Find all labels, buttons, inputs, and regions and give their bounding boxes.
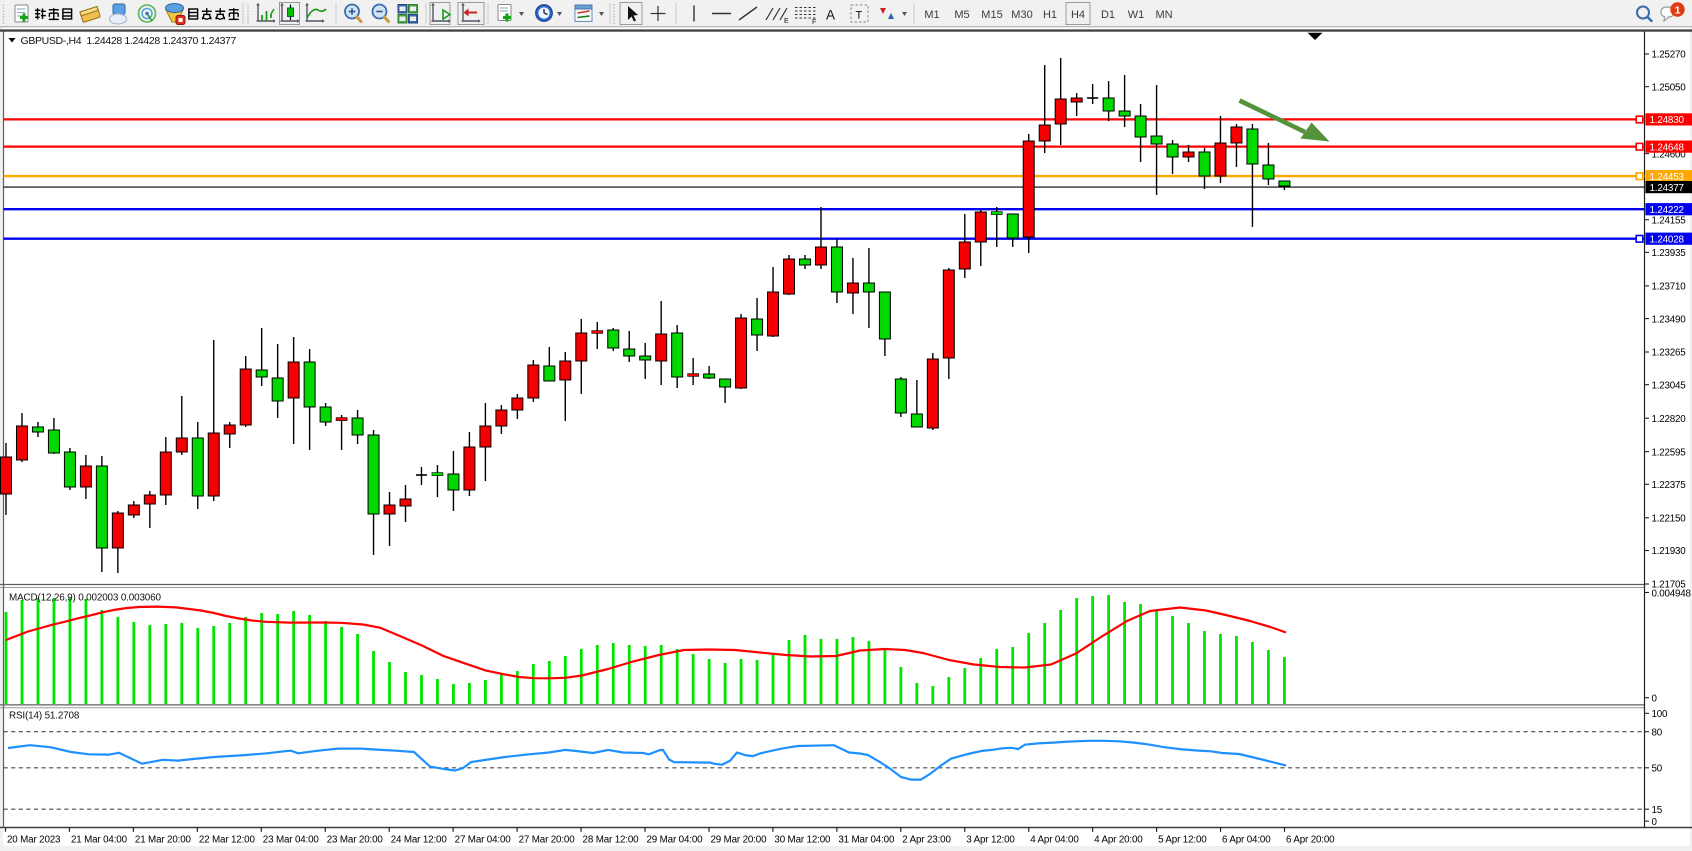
svg-text:100: 100	[1652, 709, 1668, 720]
svg-text:M1: M1	[924, 9, 939, 21]
svg-text:30 Mar 12:00: 30 Mar 12:00	[774, 835, 831, 846]
svg-text:23 Mar 20:00: 23 Mar 20:00	[327, 835, 384, 846]
svg-text:1.24453: 1.24453	[1650, 172, 1685, 183]
svg-text:2 Apr 23:00: 2 Apr 23:00	[902, 835, 951, 846]
svg-text:1.22820: 1.22820	[1652, 414, 1687, 425]
svg-text:E: E	[784, 18, 789, 25]
svg-text:T: T	[856, 10, 863, 22]
svg-text:28 Mar 12:00: 28 Mar 12:00	[583, 835, 640, 846]
svg-text:RSI(14) 51.2708: RSI(14) 51.2708	[9, 711, 80, 722]
svg-text:1.24648: 1.24648	[1650, 142, 1685, 153]
svg-text:1.23490: 1.23490	[1652, 314, 1687, 325]
svg-text:1.23265: 1.23265	[1652, 348, 1687, 359]
svg-text:W1: W1	[1128, 9, 1145, 21]
svg-text:23 Mar 04:00: 23 Mar 04:00	[263, 835, 320, 846]
svg-text:31 Mar 04:00: 31 Mar 04:00	[838, 835, 895, 846]
svg-text:MACD(12,26,9) 0.002003 0.00306: MACD(12,26,9) 0.002003 0.003060	[9, 593, 161, 604]
svg-text:29 Mar 20:00: 29 Mar 20:00	[710, 835, 767, 846]
svg-text:15: 15	[1652, 805, 1663, 816]
svg-text:6 Apr 20:00: 6 Apr 20:00	[1286, 835, 1335, 846]
svg-text:6 Apr 04:00: 6 Apr 04:00	[1222, 835, 1271, 846]
svg-text:1.24222: 1.24222	[1650, 205, 1684, 216]
svg-text:5 Apr 12:00: 5 Apr 12:00	[1158, 835, 1207, 846]
svg-text:D1: D1	[1101, 9, 1115, 21]
svg-text:4 Apr 20:00: 4 Apr 20:00	[1094, 835, 1143, 846]
svg-text:1.21705: 1.21705	[1652, 580, 1687, 591]
svg-text:H4: H4	[1071, 9, 1085, 21]
svg-text:22 Mar 12:00: 22 Mar 12:00	[199, 835, 256, 846]
svg-text:H1: H1	[1043, 9, 1057, 21]
svg-text:1.23710: 1.23710	[1652, 282, 1687, 293]
svg-text:M15: M15	[981, 9, 1002, 21]
svg-text:80: 80	[1652, 727, 1663, 738]
svg-text:1.22150: 1.22150	[1652, 514, 1687, 525]
svg-text:1.24377: 1.24377	[1650, 183, 1684, 194]
svg-text:27 Mar 04:00: 27 Mar 04:00	[455, 835, 512, 846]
svg-text:27 Mar 20:00: 27 Mar 20:00	[519, 835, 576, 846]
svg-text:1.23935: 1.23935	[1652, 248, 1687, 259]
svg-text:3 Apr 12:00: 3 Apr 12:00	[966, 835, 1015, 846]
svg-text:1.25270: 1.25270	[1652, 50, 1687, 61]
svg-text:1: 1	[1675, 4, 1681, 16]
svg-text:M5: M5	[954, 9, 969, 21]
svg-text:1.21930: 1.21930	[1652, 546, 1687, 557]
svg-text:1.25050: 1.25050	[1652, 82, 1687, 93]
svg-text:50: 50	[1652, 764, 1663, 775]
svg-text:1.22595: 1.22595	[1652, 447, 1687, 458]
svg-text:4 Apr 04:00: 4 Apr 04:00	[1030, 835, 1079, 846]
svg-text:A: A	[826, 8, 835, 23]
svg-text:GBPUSD-,H4 1.24428 1.24428 1.: GBPUSD-,H4 1.24428 1.24428 1.24370 1.243…	[21, 35, 237, 47]
svg-text:1.23045: 1.23045	[1652, 380, 1687, 391]
svg-text:F: F	[812, 19, 816, 26]
svg-text:1.24155: 1.24155	[1652, 215, 1687, 226]
svg-text:21 Mar 20:00: 21 Mar 20:00	[135, 835, 192, 846]
svg-text:1.24600: 1.24600	[1652, 149, 1687, 160]
svg-text:1.24830: 1.24830	[1650, 115, 1685, 126]
svg-text:0: 0	[1652, 693, 1658, 704]
svg-text:1.22375: 1.22375	[1652, 480, 1687, 491]
svg-text:20 Mar 2023: 20 Mar 2023	[7, 835, 61, 846]
svg-text:24 Mar 12:00: 24 Mar 12:00	[391, 835, 448, 846]
svg-text:1.24028: 1.24028	[1650, 235, 1685, 246]
svg-text:21 Mar 04:00: 21 Mar 04:00	[71, 835, 128, 846]
svg-text:29 Mar 04:00: 29 Mar 04:00	[647, 835, 704, 846]
svg-text:MN: MN	[1155, 9, 1172, 21]
svg-text:0: 0	[1652, 817, 1658, 828]
svg-text:0.004948: 0.004948	[1652, 589, 1692, 600]
svg-text:M30: M30	[1011, 9, 1032, 21]
